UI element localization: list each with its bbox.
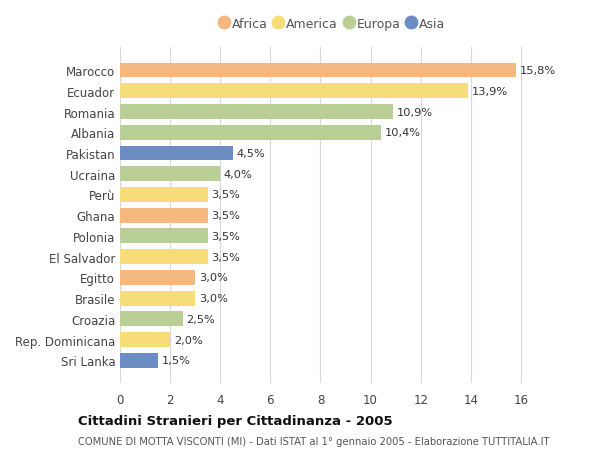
Text: 10,9%: 10,9% [397,107,433,117]
Text: 10,4%: 10,4% [385,128,421,138]
Bar [120,229,208,244]
Text: 4,0%: 4,0% [224,169,253,179]
Text: 3,5%: 3,5% [211,211,241,221]
Text: 15,8%: 15,8% [520,66,556,76]
Text: COMUNE DI MOTTA VISCONTI (MI) - Dati ISTAT al 1° gennaio 2005 - Elaborazione TUT: COMUNE DI MOTTA VISCONTI (MI) - Dati IST… [78,437,550,446]
Bar [120,332,170,347]
Bar [120,105,393,120]
Text: 13,9%: 13,9% [472,87,508,96]
Text: 3,5%: 3,5% [211,190,241,200]
Bar [120,250,208,264]
Bar [120,208,208,223]
Text: 3,5%: 3,5% [211,231,241,241]
Text: 3,0%: 3,0% [199,293,228,303]
Bar [120,146,233,161]
Legend: Africa, America, Europa, Asia: Africa, America, Europa, Asia [218,16,448,34]
Bar [120,353,158,368]
Bar [120,188,208,202]
Bar [120,125,380,140]
Bar [120,84,469,99]
Bar [120,167,220,182]
Bar [120,270,195,285]
Text: 3,5%: 3,5% [211,252,241,262]
Text: 1,5%: 1,5% [161,356,190,365]
Text: 3,0%: 3,0% [199,273,228,283]
Text: 4,5%: 4,5% [236,149,265,159]
Bar [120,291,195,306]
Bar [120,63,516,78]
Text: 2,0%: 2,0% [174,335,203,345]
Text: Cittadini Stranieri per Cittadinanza - 2005: Cittadini Stranieri per Cittadinanza - 2… [78,414,392,428]
Bar [120,312,182,327]
Text: 2,5%: 2,5% [187,314,215,324]
